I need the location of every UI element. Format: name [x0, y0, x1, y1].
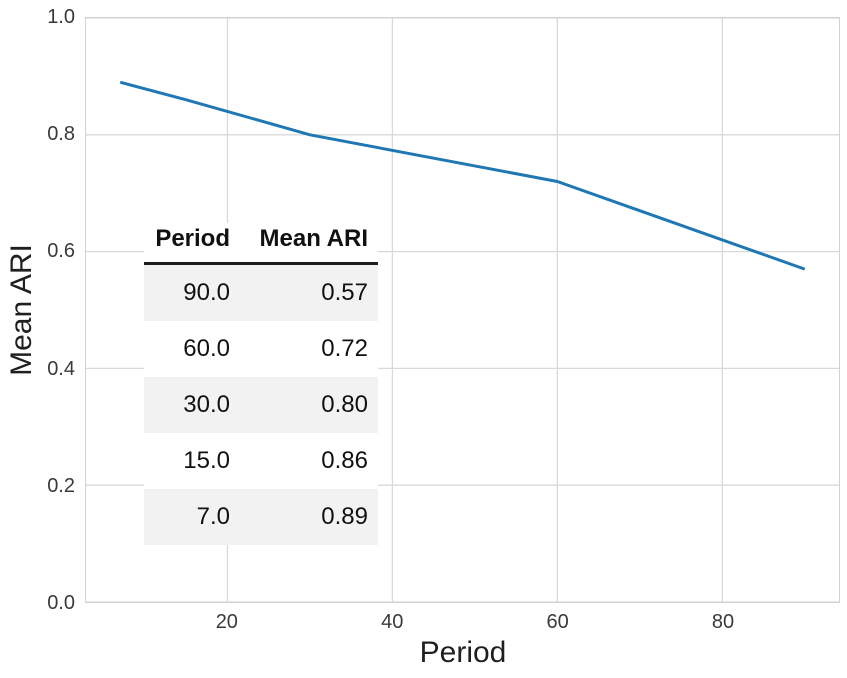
y-tick-label: 0.6 [47, 240, 75, 263]
cell-period: 30.0 [144, 377, 240, 433]
table-header-row: Period Mean ARI [144, 223, 378, 265]
mean-ari-line-series [119, 80, 806, 271]
x-tick-label: 60 [546, 611, 569, 633]
table-header-mean-ari: Mean ARI [240, 223, 378, 265]
cell-mean-ari: 0.86 [321, 447, 368, 474]
table-row: 7.0 0.89 [144, 489, 378, 545]
y-tick-label: 0.0 [47, 592, 75, 614]
x-tick-label: 40 [381, 611, 404, 633]
cell-period: 15.0 [183, 447, 230, 474]
cell-mean-ari: 0.89 [240, 489, 378, 545]
cell-period: 60.0 [183, 335, 230, 362]
inset-data-table: Period Mean ARI 90.0 0.57 60.0 0.72 30.0 0.80… [144, 223, 378, 545]
cell-period: 7.0 [144, 489, 240, 545]
cell-mean-ari: 0.72 [321, 335, 368, 362]
y-axis-title: Mean ARI [5, 244, 38, 376]
y-tick-label: 0.4 [47, 357, 75, 380]
y-tick-label: 0.2 [47, 474, 75, 497]
table-row: 90.0 0.57 [144, 263, 378, 321]
y-tick-label: 1.0 [47, 6, 75, 28]
table-row: 60.0 0.72 [144, 321, 378, 377]
table-row: 30.0 0.80 [144, 377, 378, 433]
x-axis-title: Period [419, 636, 507, 669]
cell-mean-ari: 0.57 [240, 263, 378, 321]
table-header-period: Period [144, 223, 240, 265]
y-tick-label: 0.8 [47, 123, 75, 146]
cell-period: 90.0 [144, 263, 240, 321]
cell-mean-ari: 0.80 [240, 377, 378, 433]
table-row: 15.0 0.86 [144, 433, 378, 489]
x-tick-label: 20 [215, 611, 238, 633]
x-tick-label: 80 [711, 611, 735, 633]
